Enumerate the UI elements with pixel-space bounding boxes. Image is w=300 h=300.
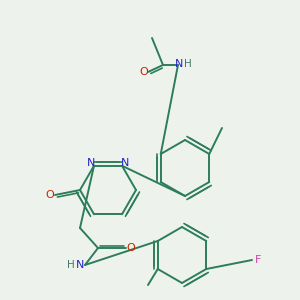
- Text: O: O: [140, 67, 148, 77]
- Text: N: N: [175, 59, 183, 69]
- Text: H: H: [67, 260, 75, 270]
- Text: N: N: [76, 260, 84, 270]
- Text: H: H: [184, 59, 192, 69]
- Text: O: O: [127, 243, 135, 253]
- Text: F: F: [255, 255, 261, 265]
- Text: N: N: [121, 158, 129, 168]
- Text: N: N: [87, 158, 95, 168]
- Text: O: O: [46, 190, 54, 200]
